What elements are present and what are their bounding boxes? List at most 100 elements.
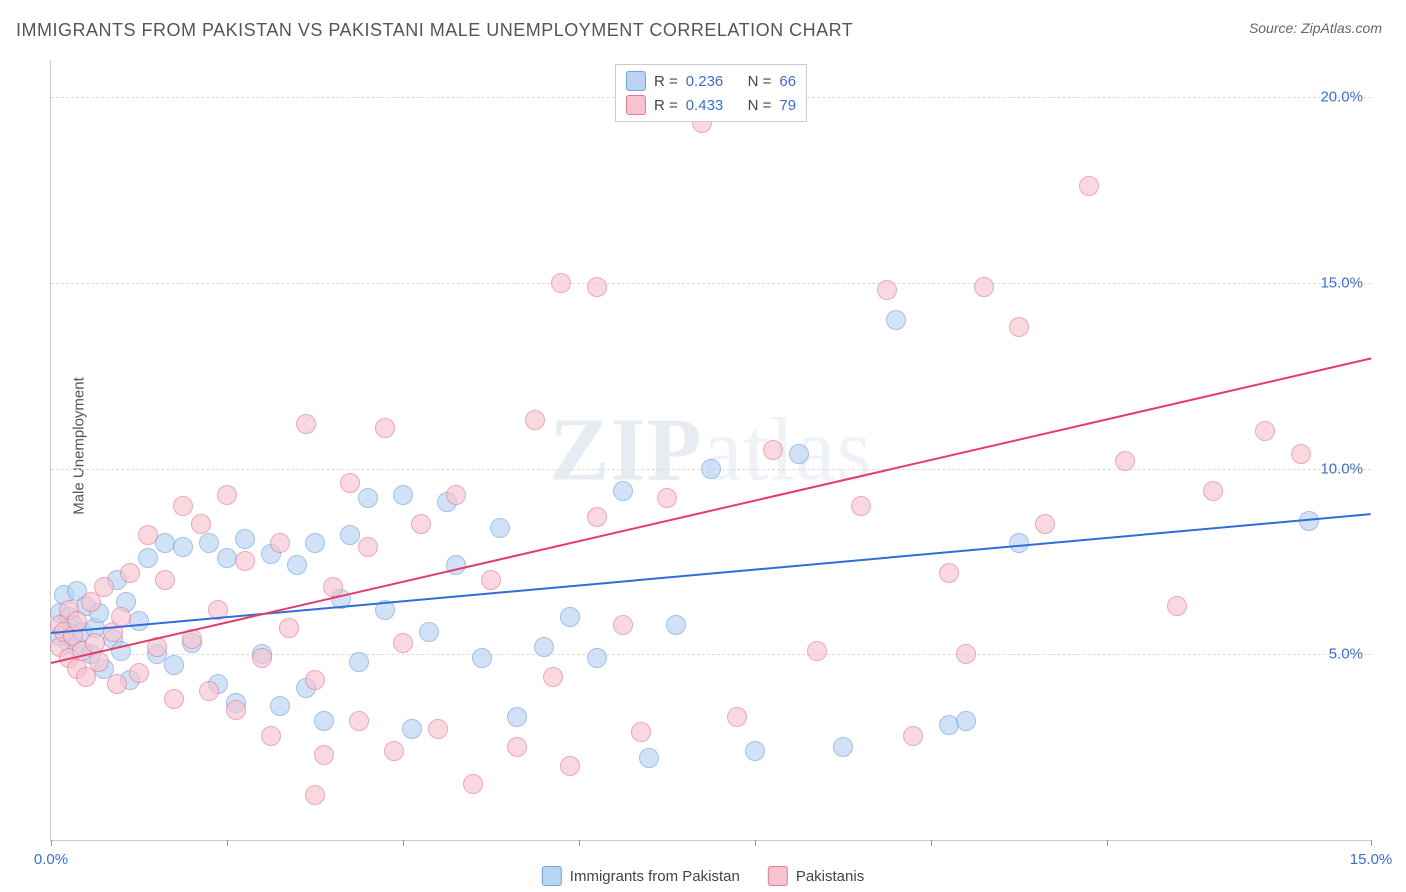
source-prefix: Source: xyxy=(1249,20,1301,36)
r-value-immigrants: 0.236 xyxy=(686,73,724,90)
scatter-point-immigrants xyxy=(507,707,527,727)
scatter-point-pakistanis xyxy=(807,641,827,661)
scatter-point-immigrants xyxy=(129,611,149,631)
scatter-point-pakistanis xyxy=(1203,481,1223,501)
scatter-point-pakistanis xyxy=(463,774,483,794)
scatter-point-immigrants xyxy=(956,711,976,731)
n-label: N = xyxy=(748,97,772,114)
scatter-point-immigrants xyxy=(587,648,607,668)
scatter-point-pakistanis xyxy=(763,440,783,460)
scatter-point-pakistanis xyxy=(1009,317,1029,337)
scatter-point-pakistanis xyxy=(375,418,395,438)
scatter-point-immigrants xyxy=(701,459,721,479)
scatter-point-pakistanis xyxy=(393,633,413,653)
y-tick-label: 10.0% xyxy=(1320,460,1363,477)
scatter-point-immigrants xyxy=(419,622,439,642)
legend-row-pakistanis: R = 0.433 N = 79 xyxy=(626,93,796,117)
scatter-point-pakistanis xyxy=(252,648,272,668)
r-value-pakistanis: 0.433 xyxy=(686,97,724,114)
scatter-point-pakistanis xyxy=(1291,444,1311,464)
scatter-point-immigrants xyxy=(393,485,413,505)
source-label: Source: ZipAtlas.com xyxy=(1249,20,1382,36)
watermark-light: atlas xyxy=(703,401,873,500)
series-legend: Immigrants from Pakistan Pakistanis xyxy=(542,866,864,886)
x-tick-mark xyxy=(931,840,932,846)
x-tick-mark xyxy=(51,840,52,846)
scatter-point-pakistanis xyxy=(305,785,325,805)
x-tick-mark xyxy=(227,840,228,846)
scatter-point-pakistanis xyxy=(903,726,923,746)
chart-title: IMMIGRANTS FROM PAKISTAN VS PAKISTANI MA… xyxy=(16,20,853,41)
scatter-point-pakistanis xyxy=(956,644,976,664)
scatter-point-pakistanis xyxy=(217,485,237,505)
scatter-point-pakistanis xyxy=(129,663,149,683)
scatter-point-pakistanis xyxy=(296,414,316,434)
scatter-point-pakistanis xyxy=(613,615,633,635)
scatter-point-pakistanis xyxy=(551,273,571,293)
swatch-pakistanis xyxy=(768,866,788,886)
scatter-point-pakistanis xyxy=(349,711,369,731)
x-tick-mark xyxy=(579,840,580,846)
scatter-point-immigrants xyxy=(402,719,422,739)
swatch-immigrants xyxy=(542,866,562,886)
scatter-point-pakistanis xyxy=(587,507,607,527)
scatter-point-immigrants xyxy=(349,652,369,672)
scatter-point-pakistanis xyxy=(507,737,527,757)
scatter-point-pakistanis xyxy=(314,745,334,765)
scatter-point-pakistanis xyxy=(89,652,109,672)
scatter-point-pakistanis xyxy=(226,700,246,720)
scatter-point-pakistanis xyxy=(631,722,651,742)
swatch-pakistanis xyxy=(626,95,646,115)
scatter-point-immigrants xyxy=(305,533,325,553)
legend-label-pakistanis: Pakistanis xyxy=(796,868,864,885)
scatter-point-pakistanis xyxy=(851,496,871,516)
scatter-point-pakistanis xyxy=(587,277,607,297)
scatter-point-immigrants xyxy=(745,741,765,761)
scatter-point-pakistanis xyxy=(560,756,580,776)
trend-line-pakistanis xyxy=(51,357,1371,664)
scatter-point-pakistanis xyxy=(428,719,448,739)
scatter-point-immigrants xyxy=(173,537,193,557)
y-tick-label: 5.0% xyxy=(1329,646,1363,663)
scatter-point-immigrants xyxy=(164,655,184,675)
scatter-point-immigrants xyxy=(534,637,554,657)
scatter-point-immigrants xyxy=(199,533,219,553)
scatter-point-immigrants xyxy=(613,481,633,501)
x-tick-mark xyxy=(1371,840,1372,846)
scatter-point-pakistanis xyxy=(155,570,175,590)
scatter-point-immigrants xyxy=(340,525,360,545)
scatter-point-immigrants xyxy=(639,748,659,768)
scatter-point-immigrants xyxy=(314,711,334,731)
correlation-legend: R = 0.236 N = 66 R = 0.433 N = 79 xyxy=(615,64,807,122)
x-tick-mark xyxy=(1107,840,1108,846)
scatter-point-immigrants xyxy=(789,444,809,464)
scatter-point-pakistanis xyxy=(1167,596,1187,616)
scatter-point-pakistanis xyxy=(877,280,897,300)
x-tick-mark xyxy=(755,840,756,846)
x-tick-label: 15.0% xyxy=(1350,851,1393,868)
scatter-point-immigrants xyxy=(358,488,378,508)
scatter-point-pakistanis xyxy=(1079,176,1099,196)
scatter-point-pakistanis xyxy=(164,689,184,709)
scatter-point-immigrants xyxy=(886,310,906,330)
gridline xyxy=(51,283,1371,284)
scatter-point-pakistanis xyxy=(974,277,994,297)
scatter-point-pakistanis xyxy=(481,570,501,590)
scatter-point-pakistanis xyxy=(67,611,87,631)
scatter-point-immigrants xyxy=(833,737,853,757)
scatter-point-immigrants xyxy=(560,607,580,627)
scatter-point-immigrants xyxy=(472,648,492,668)
n-label: N = xyxy=(748,73,772,90)
scatter-point-pakistanis xyxy=(261,726,281,746)
r-label: R = xyxy=(654,97,678,114)
legend-item-pakistanis: Pakistanis xyxy=(768,866,864,886)
scatter-point-pakistanis xyxy=(543,667,563,687)
legend-label-immigrants: Immigrants from Pakistan xyxy=(570,868,740,885)
source-name: ZipAtlas.com xyxy=(1301,20,1382,36)
scatter-plot: ZIPatlas R = 0.236 N = 66 R = 0.433 N = … xyxy=(50,60,1371,841)
scatter-point-immigrants xyxy=(235,529,255,549)
y-tick-label: 15.0% xyxy=(1320,274,1363,291)
y-tick-label: 20.0% xyxy=(1320,89,1363,106)
watermark: ZIPatlas xyxy=(550,399,873,502)
scatter-point-immigrants xyxy=(666,615,686,635)
